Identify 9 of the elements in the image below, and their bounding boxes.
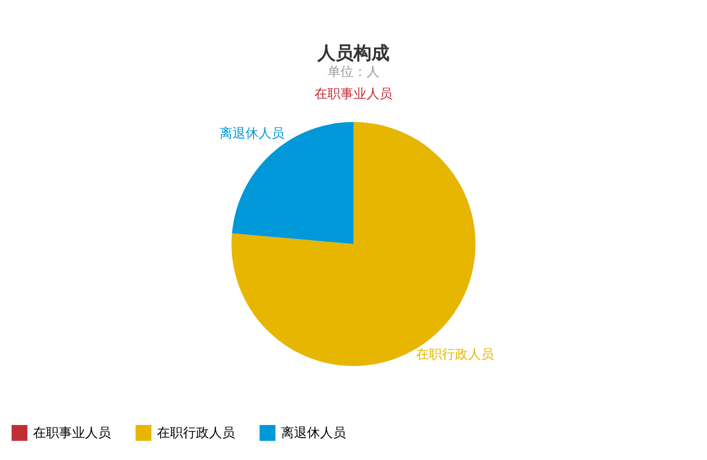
legend-label: 在职事业人员 (33, 426, 111, 441)
legend-label: 在职行政人员 (157, 426, 235, 441)
slice-label: 离退休人员 (220, 125, 285, 142)
chart-subtitle: 单位：人 (328, 65, 380, 80)
slice-label: 在职行政人员 (416, 348, 494, 363)
chart-title: 人员构成 (316, 43, 390, 64)
legend-label: 离退休人员 (281, 424, 346, 441)
pie-slice (232, 122, 354, 244)
category-label: 在职事业人员 (314, 87, 392, 102)
